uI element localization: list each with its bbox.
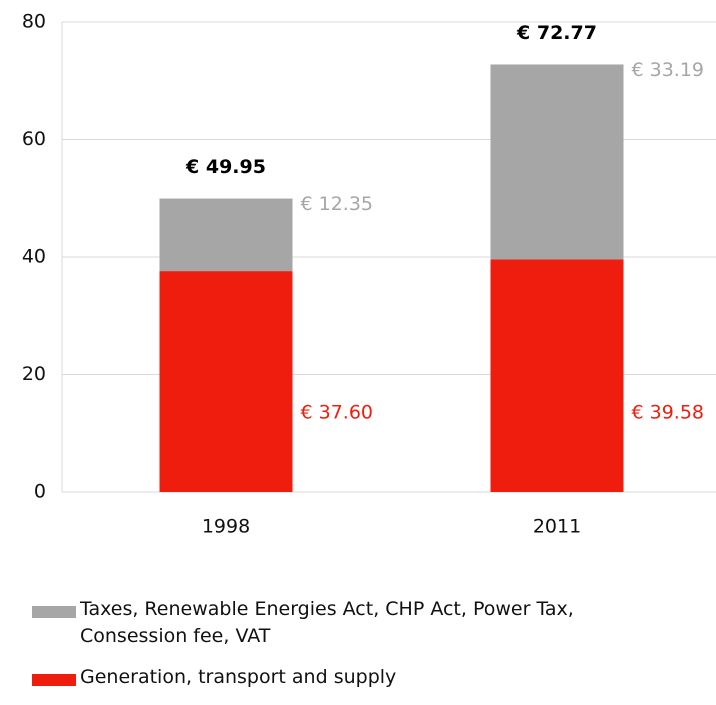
- bar-segment: [490, 64, 624, 260]
- legend-swatch: [32, 674, 76, 686]
- chart: 0 20 40 60 80 1998 € 37.60 € 12.35 € 49.95 2011 € …: [22, 11, 716, 538]
- legend: Taxes, Renewable Energies Act, CHP Act, …: [32, 596, 672, 705]
- bar-segment: [490, 259, 624, 492]
- legend-item: Generation, transport and supply: [32, 664, 672, 691]
- total-label: € 72.77: [516, 22, 597, 44]
- legend-item: Taxes, Renewable Energies Act, CHP Act, …: [32, 596, 672, 650]
- legend-swatch: [32, 606, 76, 618]
- bar-segment: [159, 198, 293, 272]
- y-tick-label: 20: [22, 363, 46, 385]
- x-tick-label: 1998: [202, 516, 250, 538]
- x-tick-label: 2011: [533, 516, 581, 538]
- y-tick-label: 40: [22, 246, 46, 268]
- total-label: € 49.95: [185, 156, 266, 178]
- legend-label: Generation, transport and supply: [80, 666, 397, 688]
- y-tick-label: 60: [22, 128, 46, 150]
- y-tick-label: 0: [34, 481, 46, 503]
- y-tick-label: 80: [22, 11, 46, 33]
- bar-segment: [159, 271, 293, 492]
- data-label: € 12.35: [301, 193, 374, 215]
- legend-label: Taxes, Renewable Energies Act, CHP Act, …: [80, 598, 574, 647]
- data-label: € 33.19: [632, 59, 705, 81]
- data-label: € 39.58: [632, 402, 705, 424]
- data-label: € 37.60: [301, 402, 374, 424]
